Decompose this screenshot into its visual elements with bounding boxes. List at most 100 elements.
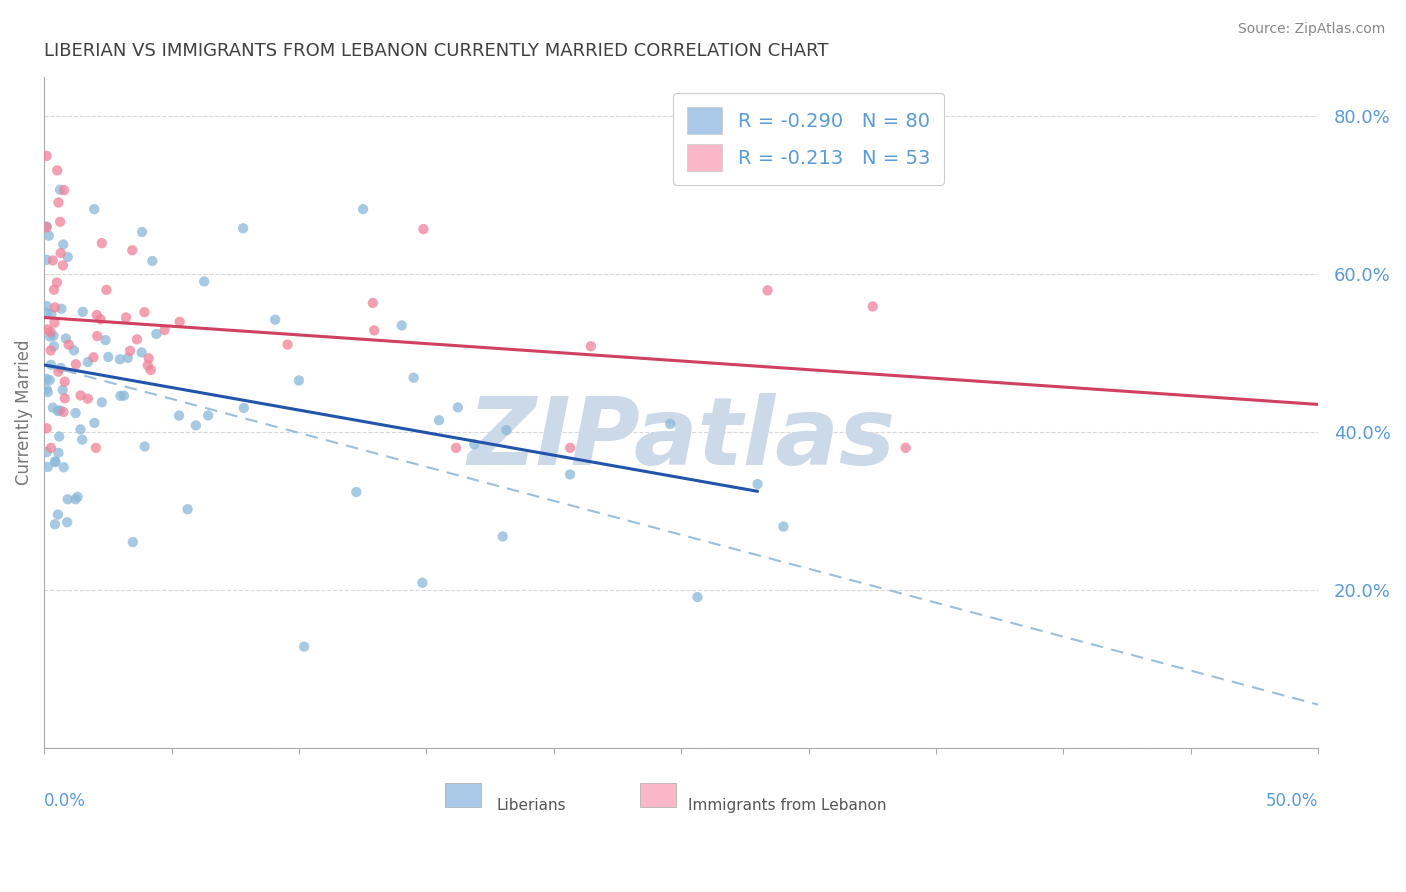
Point bbox=[862, 300, 884, 314]
Point bbox=[76, 392, 98, 406]
Point bbox=[51, 301, 73, 316]
Point bbox=[69, 422, 91, 436]
Point bbox=[35, 220, 58, 235]
Point bbox=[52, 259, 75, 273]
Point bbox=[39, 343, 62, 358]
Point bbox=[35, 382, 58, 396]
Point bbox=[44, 454, 66, 468]
Point bbox=[35, 445, 58, 459]
Point bbox=[38, 228, 60, 243]
Point bbox=[52, 405, 75, 419]
Point bbox=[35, 252, 58, 267]
Point bbox=[131, 345, 153, 359]
Point bbox=[63, 343, 86, 358]
Point bbox=[153, 323, 176, 337]
Point bbox=[560, 441, 582, 455]
Point bbox=[125, 332, 148, 346]
Point bbox=[46, 365, 69, 379]
Point bbox=[52, 460, 75, 475]
Text: 50.0%: 50.0% bbox=[1265, 792, 1319, 810]
Point bbox=[55, 331, 77, 345]
Point bbox=[48, 446, 70, 460]
Point bbox=[86, 329, 108, 343]
Point bbox=[42, 339, 65, 353]
Point bbox=[747, 477, 769, 491]
Point bbox=[427, 413, 450, 427]
Point bbox=[52, 237, 75, 252]
Point bbox=[495, 423, 517, 437]
Point bbox=[46, 404, 69, 418]
Point bbox=[86, 308, 108, 322]
Point bbox=[97, 350, 120, 364]
Text: 0.0%: 0.0% bbox=[44, 792, 86, 810]
Point bbox=[121, 244, 143, 258]
Text: Immigrants from Lebanon: Immigrants from Lebanon bbox=[688, 798, 886, 814]
Point bbox=[136, 359, 159, 373]
Point bbox=[52, 383, 75, 397]
Point bbox=[39, 358, 62, 372]
Point bbox=[53, 375, 76, 389]
Point bbox=[42, 328, 65, 343]
Point bbox=[53, 392, 76, 406]
Point bbox=[48, 195, 70, 210]
Legend: R = -0.290   N = 80, R = -0.213   N = 53: R = -0.290 N = 80, R = -0.213 N = 53 bbox=[673, 93, 943, 185]
Point bbox=[115, 310, 138, 325]
Point bbox=[83, 416, 105, 430]
Point bbox=[69, 388, 91, 402]
Point bbox=[94, 333, 117, 347]
Point bbox=[558, 467, 581, 482]
Point bbox=[65, 406, 87, 420]
Point bbox=[65, 492, 87, 507]
Point bbox=[48, 429, 70, 443]
Point bbox=[66, 490, 89, 504]
Text: Liberians: Liberians bbox=[496, 798, 567, 814]
Point bbox=[83, 351, 105, 365]
Text: ZIPatlas: ZIPatlas bbox=[467, 393, 896, 485]
Point bbox=[70, 433, 93, 447]
Point bbox=[90, 312, 112, 326]
Point bbox=[56, 515, 79, 529]
Point bbox=[72, 305, 94, 319]
Point bbox=[56, 250, 79, 264]
Point bbox=[49, 403, 72, 417]
Point bbox=[41, 307, 63, 321]
Point bbox=[35, 306, 58, 320]
Point bbox=[39, 441, 62, 455]
Point bbox=[37, 460, 59, 475]
Point bbox=[37, 385, 59, 400]
Point bbox=[44, 301, 66, 315]
Point bbox=[56, 492, 79, 507]
Point bbox=[65, 357, 87, 371]
Point bbox=[288, 374, 311, 388]
Point bbox=[193, 275, 215, 289]
Point bbox=[412, 222, 434, 236]
Point bbox=[492, 529, 515, 543]
Point bbox=[444, 441, 467, 455]
Point bbox=[447, 401, 470, 415]
Point bbox=[579, 339, 602, 353]
Point bbox=[361, 296, 384, 310]
Point bbox=[44, 517, 66, 532]
Point bbox=[138, 351, 160, 366]
Point bbox=[39, 329, 62, 343]
Point bbox=[117, 351, 139, 365]
Point bbox=[84, 441, 107, 455]
Point bbox=[121, 535, 143, 549]
Point bbox=[37, 322, 59, 336]
Point bbox=[39, 325, 62, 339]
Point bbox=[49, 215, 72, 229]
Point bbox=[96, 283, 118, 297]
Point bbox=[38, 373, 60, 387]
Point bbox=[292, 640, 315, 654]
Point bbox=[463, 437, 485, 451]
Point bbox=[169, 315, 191, 329]
Point bbox=[139, 363, 162, 377]
Point bbox=[894, 441, 917, 455]
Point bbox=[83, 202, 105, 216]
Point bbox=[35, 149, 58, 163]
Point bbox=[659, 417, 682, 431]
Point bbox=[46, 508, 69, 522]
Point bbox=[363, 323, 385, 337]
Point bbox=[134, 305, 156, 319]
Point bbox=[112, 389, 135, 403]
